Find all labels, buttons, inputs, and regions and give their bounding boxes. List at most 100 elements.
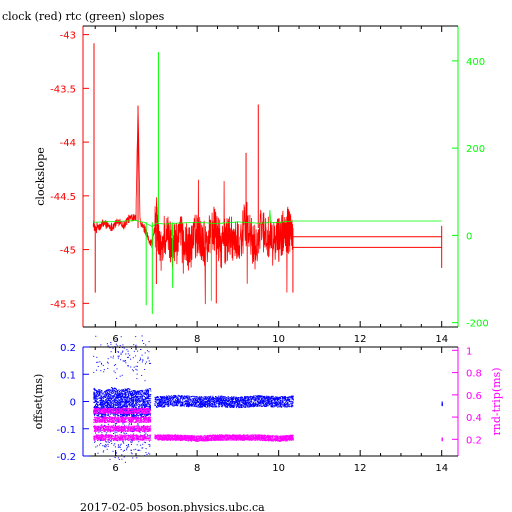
scatter-point [110, 343, 112, 345]
scatter-point [134, 405, 136, 407]
scatter-point [97, 414, 99, 416]
scatter-point [263, 396, 265, 398]
scatter-point [193, 396, 195, 398]
scatter-point [155, 399, 157, 400]
scatter-point [291, 406, 293, 407]
scatter-point [131, 405, 133, 407]
scatter-point [276, 396, 278, 398]
scatter-point [149, 362, 150, 364]
left-tick-label: -45.5 [50, 299, 76, 310]
scatter-point [284, 402, 286, 404]
scatter-point [136, 392, 138, 394]
scatter-point [100, 406, 102, 408]
scatter-point [288, 405, 290, 407]
scatter-point [109, 347, 111, 349]
scatter-point [169, 397, 171, 399]
scatter-point [135, 408, 137, 410]
scatter-point [143, 441, 145, 443]
scatter-point [122, 408, 124, 410]
scatter-point [117, 390, 119, 392]
scatter-point [146, 414, 148, 416]
scatter-point [95, 406, 97, 408]
scatter-point [191, 398, 193, 400]
scatter-point [237, 401, 239, 403]
scatter-point [201, 402, 203, 404]
scatter-point [180, 404, 182, 406]
scatter-point [158, 399, 160, 401]
scatter-point [161, 398, 162, 399]
scatter-point [95, 394, 97, 396]
scatter-point [280, 404, 281, 406]
scatter-point [114, 407, 116, 409]
scatter-point [278, 401, 280, 403]
scatter-point [120, 415, 122, 417]
scatter-point [122, 423, 124, 425]
scatter-point [94, 399, 96, 401]
scatter-point [276, 401, 278, 403]
scatter-point [287, 401, 289, 403]
scatter-point [126, 388, 128, 390]
scatter-point [93, 396, 95, 398]
scatter-point [160, 404, 162, 406]
scatter-point [251, 398, 253, 400]
scatter-point [278, 405, 280, 407]
scatter-point [149, 404, 151, 406]
scatter-point [159, 401, 161, 403]
scatter-point [136, 414, 138, 416]
scatter-point [160, 399, 162, 401]
scatter-point [113, 396, 115, 398]
series-line-0 [92, 107, 294, 305]
scatter-point [196, 405, 198, 407]
scatter-point [115, 429, 117, 431]
scatter-point [264, 403, 266, 405]
scatter-point [119, 434, 120, 436]
scatter-point [270, 396, 272, 398]
scatter-point [242, 400, 243, 402]
scatter-point [161, 399, 163, 400]
scatter-point [113, 390, 115, 392]
scatter-point [142, 396, 143, 398]
scatter-point [211, 400, 213, 401]
scatter-point [95, 404, 97, 406]
scatter-point [218, 406, 220, 408]
scatter-point [98, 408, 100, 410]
scatter-point [209, 396, 210, 398]
scatter-point [118, 406, 120, 408]
scatter-point [255, 400, 257, 402]
scatter-point [158, 406, 160, 407]
scatter-point [267, 399, 269, 401]
scatter-point [105, 400, 107, 402]
scatter-point [122, 398, 124, 400]
scatter-point [148, 398, 150, 400]
scatter-point [122, 350, 124, 352]
scatter-point [204, 405, 206, 407]
scatter-point [93, 391, 95, 393]
scatter-point [182, 399, 184, 401]
scatter-point [103, 400, 105, 402]
scatter-point [211, 399, 213, 401]
scatter-point [114, 388, 116, 390]
scatter-point [246, 401, 248, 403]
scatter-point [219, 397, 221, 399]
scatter-point [122, 390, 124, 392]
scatter-point [282, 397, 284, 399]
scatter-point [105, 402, 107, 404]
scatter-point [176, 400, 178, 402]
scatter-point [110, 406, 112, 408]
scatter-point [161, 405, 162, 406]
scatter-point [126, 405, 128, 407]
scatter-point [200, 403, 202, 405]
scatter-point [95, 432, 96, 434]
scatter-point [288, 399, 290, 401]
scatter-point [206, 397, 208, 399]
scatter-point [102, 418, 104, 420]
scatter-point [139, 413, 141, 415]
scatter-point [194, 403, 196, 405]
scatter-point [145, 398, 147, 400]
scatter-point [95, 396, 97, 398]
scatter-point [163, 397, 165, 399]
scatter-point [260, 400, 262, 402]
scatter-point [120, 392, 122, 394]
scatter-point [114, 387, 116, 389]
scatter-point [266, 397, 268, 398]
